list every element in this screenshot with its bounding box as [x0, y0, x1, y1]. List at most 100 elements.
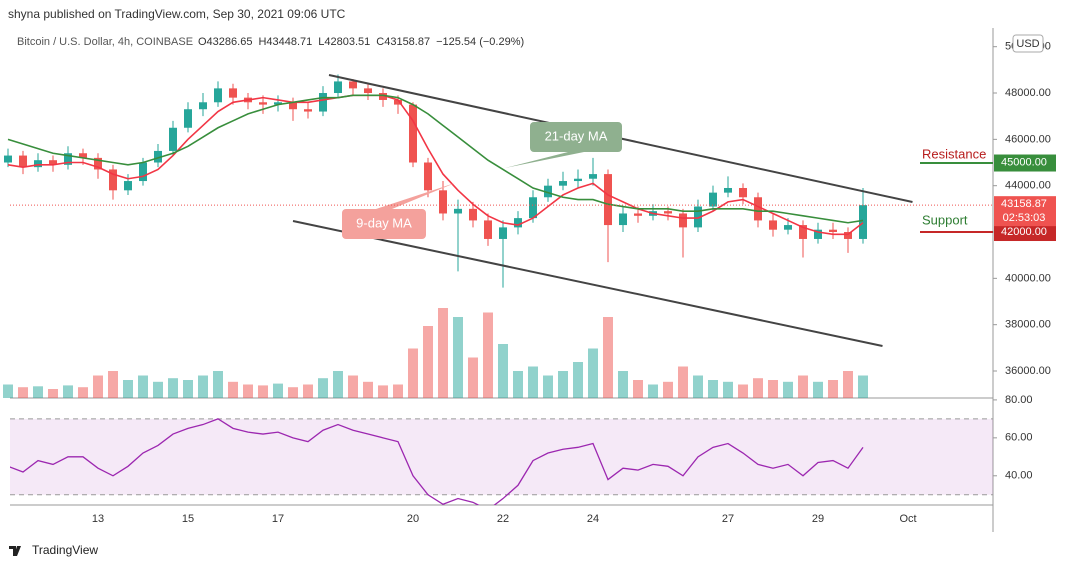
volume-bar — [408, 348, 418, 398]
logo-icon — [9, 546, 21, 556]
candle-body — [409, 104, 417, 163]
candle-body — [724, 187, 732, 193]
header: shyna published on TradingView.com, Sep … — [8, 7, 346, 21]
volume-bar — [723, 381, 733, 398]
volume-bar — [318, 378, 328, 398]
volume-bar — [798, 375, 808, 398]
volume-bar — [663, 381, 673, 398]
volume-bar — [843, 371, 853, 398]
volume-bar — [168, 378, 178, 398]
candle-body — [154, 150, 162, 163]
candle-body — [304, 109, 312, 112]
candle-body — [229, 88, 237, 98]
volume-bar — [768, 380, 778, 398]
ohlc-value: O43286.65 — [198, 36, 252, 48]
candle-body — [424, 162, 432, 191]
candle-body — [769, 220, 777, 230]
candle-body — [664, 211, 672, 214]
level-tag — [994, 154, 1056, 172]
candle-body — [499, 227, 507, 239]
candle-body — [49, 160, 57, 165]
candle-body — [619, 213, 627, 226]
volume-bar — [738, 384, 748, 398]
candle-body — [439, 190, 447, 214]
candle-body — [739, 187, 747, 198]
candle-body — [379, 93, 387, 100]
candle-body — [589, 174, 597, 179]
x-tick-label: 27 — [722, 513, 734, 525]
volume-bar — [588, 348, 598, 398]
volume-bar — [858, 375, 868, 398]
rsi-band — [10, 418, 993, 495]
volume-bar — [63, 385, 73, 398]
level-tag-label: 42000.00 — [1001, 226, 1047, 238]
volume-bar — [513, 371, 523, 398]
level-tag-label: 45000.00 — [1001, 156, 1047, 168]
volume-bar — [558, 371, 568, 398]
volume-bar — [528, 366, 538, 398]
volume-bar — [123, 380, 133, 398]
x-tick-label: 20 — [407, 513, 419, 525]
candle-body — [19, 155, 27, 168]
volume-bar — [153, 381, 163, 398]
rsi-line — [10, 418, 864, 505]
candle-body — [109, 169, 117, 191]
volume-bar — [333, 371, 343, 398]
candle-body — [289, 102, 297, 110]
candle-body — [784, 225, 792, 230]
volume-bar — [573, 362, 583, 398]
x-tick-label: 17 — [272, 513, 284, 525]
candle-body — [679, 213, 687, 228]
callout-pointer — [376, 183, 455, 209]
candle-body — [364, 88, 372, 94]
change: −125.54 (−0.29%) — [436, 36, 524, 48]
x-tick-label: 29 — [812, 513, 824, 525]
candle-body — [334, 81, 342, 94]
y-tick-label: 44000.00 — [1005, 180, 1051, 192]
volume-bar — [138, 375, 148, 398]
candle-body — [454, 208, 462, 214]
x-tick-label: 15 — [182, 513, 194, 525]
volume-bar — [3, 384, 13, 398]
countdown: 02:53:03 — [1003, 212, 1046, 224]
volume-bar — [378, 385, 388, 398]
candle-body — [184, 109, 192, 128]
callout-box — [530, 122, 622, 152]
rsi-tick-label: 40.00 — [1005, 470, 1033, 482]
volume-bar — [108, 371, 118, 398]
candle-body — [319, 93, 327, 112]
candle-body — [544, 185, 552, 198]
candle-body — [34, 160, 42, 168]
volume-bar — [258, 385, 268, 398]
volume-bar — [603, 317, 613, 398]
volume-bar — [348, 375, 358, 398]
candle-body — [4, 155, 12, 163]
volume-bar — [78, 387, 88, 398]
ohlc-value: L42803.51 — [318, 36, 370, 48]
candle-body — [139, 162, 147, 182]
rsi-tick-label: 60.00 — [1005, 432, 1033, 444]
volume-bar — [243, 384, 253, 398]
last-price-tag — [994, 196, 1056, 227]
volume-bar — [393, 384, 403, 398]
volume-bar — [303, 384, 313, 398]
candle-body — [349, 81, 357, 89]
volume-bar — [33, 386, 43, 398]
callout-label: 21-day MA — [545, 128, 608, 143]
volume-bar — [693, 375, 703, 398]
candle-body — [214, 88, 222, 103]
candle-body — [859, 205, 867, 239]
volume-bar — [483, 312, 493, 398]
candle-body — [754, 197, 762, 221]
volume-bar — [93, 375, 103, 398]
candle-body — [709, 192, 717, 207]
x-tick-label: 22 — [497, 513, 509, 525]
candle-body — [694, 206, 702, 228]
volume-bar — [183, 380, 193, 398]
volume-bar — [438, 308, 448, 398]
symbol: Bitcoin / U.S. Dollar, 4h, COINBASE — [17, 36, 193, 48]
callout-box — [342, 209, 426, 239]
volume-bar — [228, 381, 238, 398]
candle-body — [394, 99, 402, 105]
candle-body — [199, 102, 207, 110]
